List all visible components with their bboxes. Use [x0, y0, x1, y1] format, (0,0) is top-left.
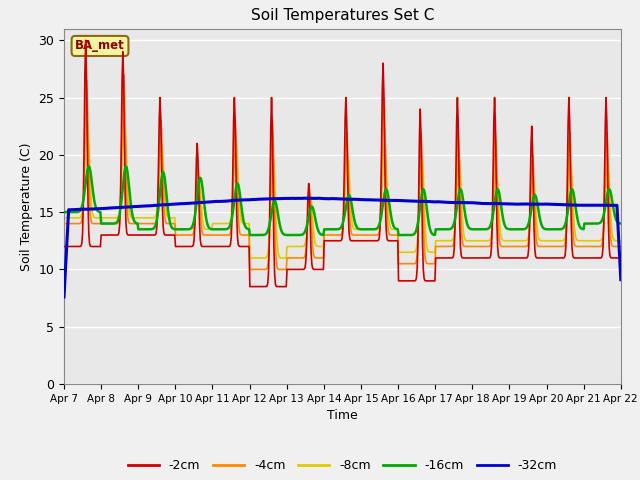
Y-axis label: Soil Temperature (C): Soil Temperature (C) [20, 142, 33, 271]
Text: BA_met: BA_met [75, 39, 125, 52]
Legend: -2cm, -4cm, -8cm, -16cm, -32cm: -2cm, -4cm, -8cm, -16cm, -32cm [123, 454, 562, 477]
X-axis label: Time: Time [327, 409, 358, 422]
Title: Soil Temperatures Set C: Soil Temperatures Set C [251, 9, 434, 24]
